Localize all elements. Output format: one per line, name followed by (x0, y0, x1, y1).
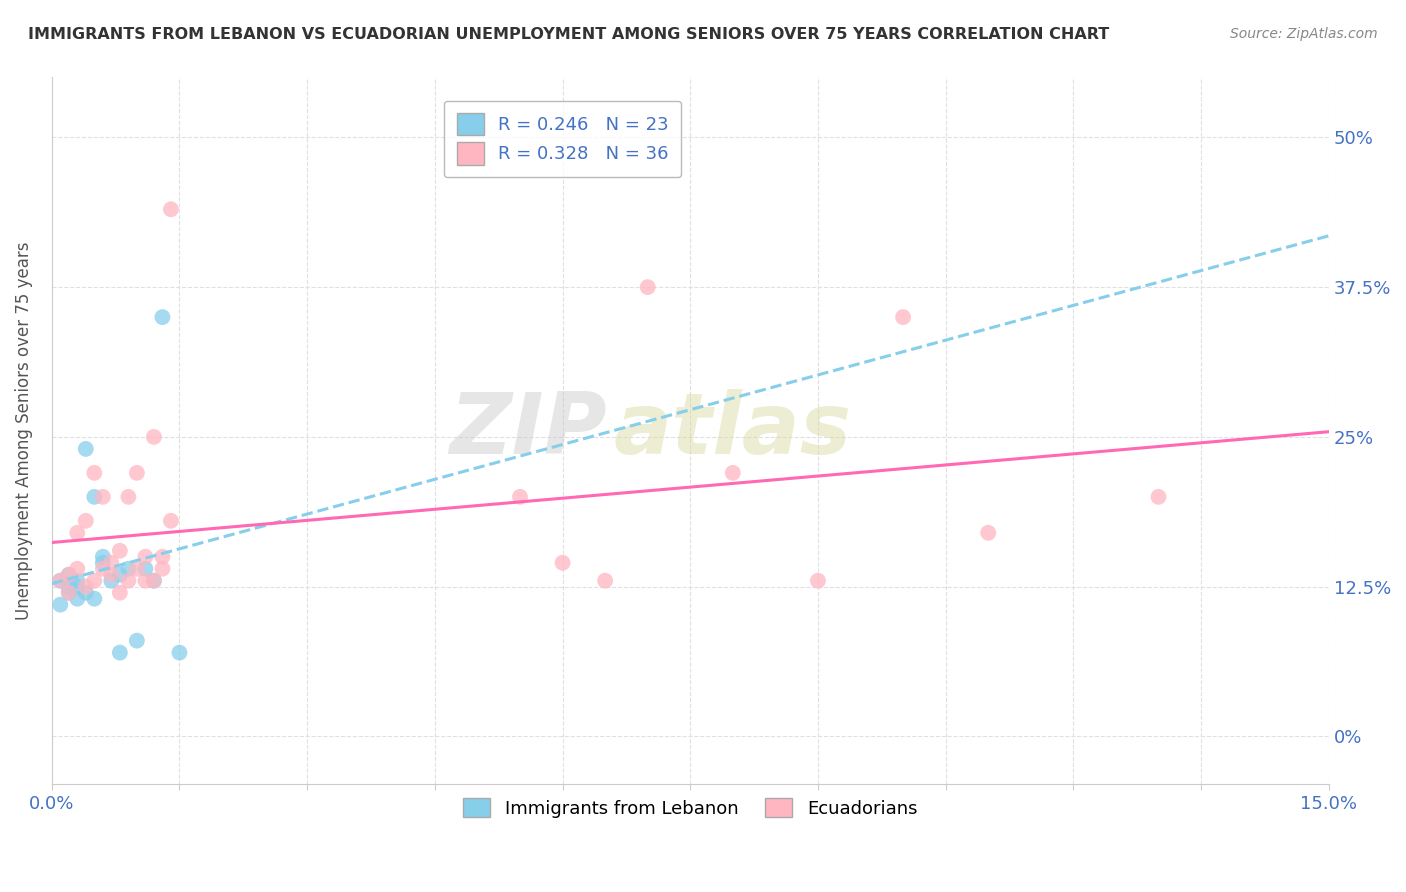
Point (49, 598, 72, 612)
Point (125, 633, 148, 648)
Point (108, 567, 131, 582)
Point (75, 442, 97, 456)
Point (91, 556, 114, 570)
Point (66, 591, 89, 606)
Point (551, 556, 574, 570)
Point (721, 466, 744, 480)
Point (134, 549, 156, 564)
Text: IMMIGRANTS FROM LEBANON VS ECUADORIAN UNEMPLOYMENT AMONG SENIORS OVER 75 YEARS C: IMMIGRANTS FROM LEBANON VS ECUADORIAN UN… (28, 27, 1109, 42)
Point (66, 574, 89, 588)
Point (637, 280, 659, 294)
Legend: Immigrants from Lebanon, Ecuadorians: Immigrants from Lebanon, Ecuadorians (456, 791, 925, 825)
Point (117, 490, 139, 504)
Point (75, 580, 97, 594)
Point (91, 490, 114, 504)
Text: Source: ZipAtlas.com: Source: ZipAtlas.com (1230, 27, 1378, 41)
Point (134, 574, 156, 588)
Point (117, 562, 139, 576)
Point (152, 549, 174, 564)
Point (142, 574, 165, 588)
Point (125, 466, 148, 480)
Point (49, 574, 72, 588)
Point (807, 574, 830, 588)
Point (100, 574, 122, 588)
Point (108, 585, 131, 599)
Point (66, 525, 89, 540)
Point (108, 646, 131, 660)
Point (100, 556, 122, 570)
Point (58, 567, 80, 582)
Y-axis label: Unemployment Among Seniors over 75 years: Unemployment Among Seniors over 75 years (15, 242, 32, 620)
Point (58, 585, 80, 599)
Point (58, 567, 80, 582)
Text: atlas: atlas (613, 390, 852, 473)
Point (58, 585, 80, 599)
Point (1147, 490, 1170, 504)
Point (169, 646, 191, 660)
Point (125, 562, 148, 576)
Point (142, 574, 165, 588)
Point (83, 466, 105, 480)
Point (108, 543, 131, 558)
Point (160, 514, 183, 528)
Point (142, 430, 165, 444)
Point (891, 310, 914, 324)
Point (49, 574, 72, 588)
Point (58, 580, 80, 594)
Text: ZIP: ZIP (450, 390, 607, 473)
Point (91, 562, 114, 576)
Point (83, 490, 105, 504)
Point (83, 574, 105, 588)
Point (509, 490, 531, 504)
Point (152, 562, 174, 576)
Point (91, 549, 114, 564)
Point (593, 574, 616, 588)
Point (75, 585, 97, 599)
Point (160, 202, 183, 217)
Point (75, 514, 97, 528)
Point (83, 591, 105, 606)
Point (117, 574, 139, 588)
Point (977, 525, 1000, 540)
Point (134, 562, 156, 576)
Point (66, 562, 89, 576)
Point (66, 580, 89, 594)
Point (152, 310, 174, 324)
Point (100, 567, 122, 582)
